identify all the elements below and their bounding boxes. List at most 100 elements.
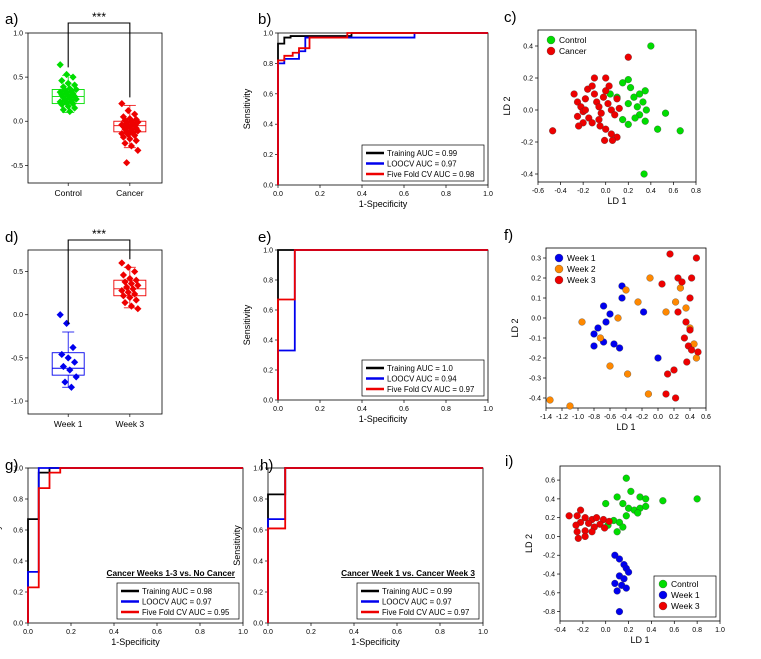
scatter-point xyxy=(581,95,589,103)
scatter-point xyxy=(615,555,623,563)
data-point xyxy=(59,362,67,371)
y-tick-label: 0.8 xyxy=(253,497,263,504)
legend-entry: Five Fold CV AUC = 0.97 xyxy=(387,385,474,394)
panel-label-b: b) xyxy=(258,11,271,28)
y-tick-label: -0.1 xyxy=(529,336,541,343)
plot-frame xyxy=(27,32,163,184)
y-tick-label: -1.0 xyxy=(11,399,23,406)
x-tick-label: 1.0 xyxy=(478,629,488,636)
y-axis-label: Sensitivity xyxy=(232,525,242,566)
y-tick-label: 0.6 xyxy=(263,91,273,98)
scatter-point xyxy=(601,136,609,144)
y-tick-label: 0.0 xyxy=(523,108,533,115)
x-axis-label: LD 1 xyxy=(630,635,649,645)
x-tick-label: -1.0 xyxy=(572,414,584,421)
x-tick-label: 0.8 xyxy=(195,629,205,636)
y-tick-label: 0.3 xyxy=(531,256,541,263)
scatter-point xyxy=(602,500,610,508)
x-tick-label: 0.6 xyxy=(392,629,402,636)
data-point xyxy=(71,358,79,366)
scatter-point xyxy=(573,528,581,536)
chart-b: 0.0 0.2 0.4 0.6 0.8 1.0 0.0 0.2 0.4 0.6 0.8 1.0 Trai… xyxy=(242,11,493,209)
y-tick-label: 1.0 xyxy=(263,31,273,38)
scatter-point xyxy=(575,122,583,130)
x-axis-label: 1-Specificity xyxy=(359,414,408,424)
x-tick-label: 0.8 xyxy=(435,629,445,636)
scatter-point xyxy=(597,109,605,117)
panel-label-d: d) xyxy=(5,229,18,246)
significance-label: *** xyxy=(92,227,106,241)
y-axis-label: LD 2 xyxy=(524,534,534,553)
scatter-point xyxy=(590,330,598,338)
scatter-point xyxy=(619,116,627,124)
scatter-point xyxy=(549,127,557,135)
panel-label-f: f) xyxy=(504,227,513,244)
scatter-point xyxy=(581,106,589,114)
roc-series-2 xyxy=(27,467,243,623)
y-tick-label: 0.8 xyxy=(13,497,23,504)
scatter-point xyxy=(594,324,602,332)
scatter-point xyxy=(606,362,614,370)
scatter-point xyxy=(596,334,604,342)
scatter-point xyxy=(619,79,627,87)
x-tick-label: 0.8 xyxy=(692,627,702,634)
scatter-point xyxy=(622,512,630,520)
data-point xyxy=(123,159,131,167)
scatter-point xyxy=(686,326,694,334)
scatter-point xyxy=(636,90,644,98)
data-point xyxy=(69,343,77,352)
data-point xyxy=(58,77,66,85)
x-tick-label: -0.4 xyxy=(554,627,566,634)
data-point xyxy=(63,319,71,327)
y-tick-label: 0.0 xyxy=(531,316,541,323)
y-axis-label: LD 1 xyxy=(0,98,2,117)
scatter-point xyxy=(688,346,696,354)
x-tick-label: -0.8 xyxy=(588,414,600,421)
panel-label-c: c) xyxy=(504,9,517,26)
data-point xyxy=(121,139,129,147)
chart-e: 0.0 0.2 0.4 0.6 0.8 1.0 0.0 0.2 0.4 0.6 0.8 1.0 Trai… xyxy=(242,229,493,424)
legend-marker xyxy=(658,579,668,589)
scatter-point xyxy=(602,318,610,326)
scatter-point xyxy=(692,254,700,262)
data-point xyxy=(69,73,77,81)
legend-entry: Five Fold CV AUC = 0.97 xyxy=(382,608,469,617)
legend-entry: LOOCV AUC = 0.97 xyxy=(387,160,457,169)
y-tick-label: 0.2 xyxy=(523,76,533,83)
y-tick-label: -0.5 xyxy=(11,355,23,362)
x-tick-label: 0.4 xyxy=(357,406,367,413)
x-tick-label: -0.6 xyxy=(604,414,616,421)
data-point xyxy=(56,311,64,319)
chart-g: 0.0 0.2 0.4 0.6 0.8 1.0 0.0 0.2 0.4 0.6 0.8 1.0 Trai… xyxy=(0,457,248,647)
category-label: Week 1 xyxy=(54,419,83,429)
y-tick-label: 0.4 xyxy=(263,122,273,129)
data-point xyxy=(127,302,136,310)
scatter-point xyxy=(590,74,598,82)
scatter-point xyxy=(664,370,672,378)
scatter-point xyxy=(624,53,632,61)
x-tick-label: 0.4 xyxy=(109,629,119,636)
data-point xyxy=(126,135,134,143)
x-axis-label: 1-Specificity xyxy=(351,637,400,647)
scatter-point xyxy=(602,125,610,133)
x-tick-label: 0.0 xyxy=(263,629,273,636)
scatter-point xyxy=(639,98,647,106)
scatter-point xyxy=(642,106,650,114)
x-tick-label: 0.6 xyxy=(399,191,409,198)
scatter-point xyxy=(618,294,626,302)
scatter-point xyxy=(666,250,674,258)
legend-entry: Training AUC = 0.99 xyxy=(387,149,457,158)
data-point xyxy=(131,267,139,276)
scatter-point xyxy=(581,532,589,541)
data-point xyxy=(61,378,69,386)
data-point xyxy=(132,296,140,304)
scatter-point xyxy=(633,103,641,111)
scatter-point xyxy=(613,587,621,595)
y-tick-label: 1.0 xyxy=(263,248,273,255)
x-tick-label: -1.4 xyxy=(540,414,552,421)
legend-entry: Week 1 xyxy=(567,253,596,263)
scatter-point xyxy=(631,114,639,122)
y-axis-label: Sensitivity xyxy=(242,304,252,345)
scatter-point xyxy=(686,294,694,302)
